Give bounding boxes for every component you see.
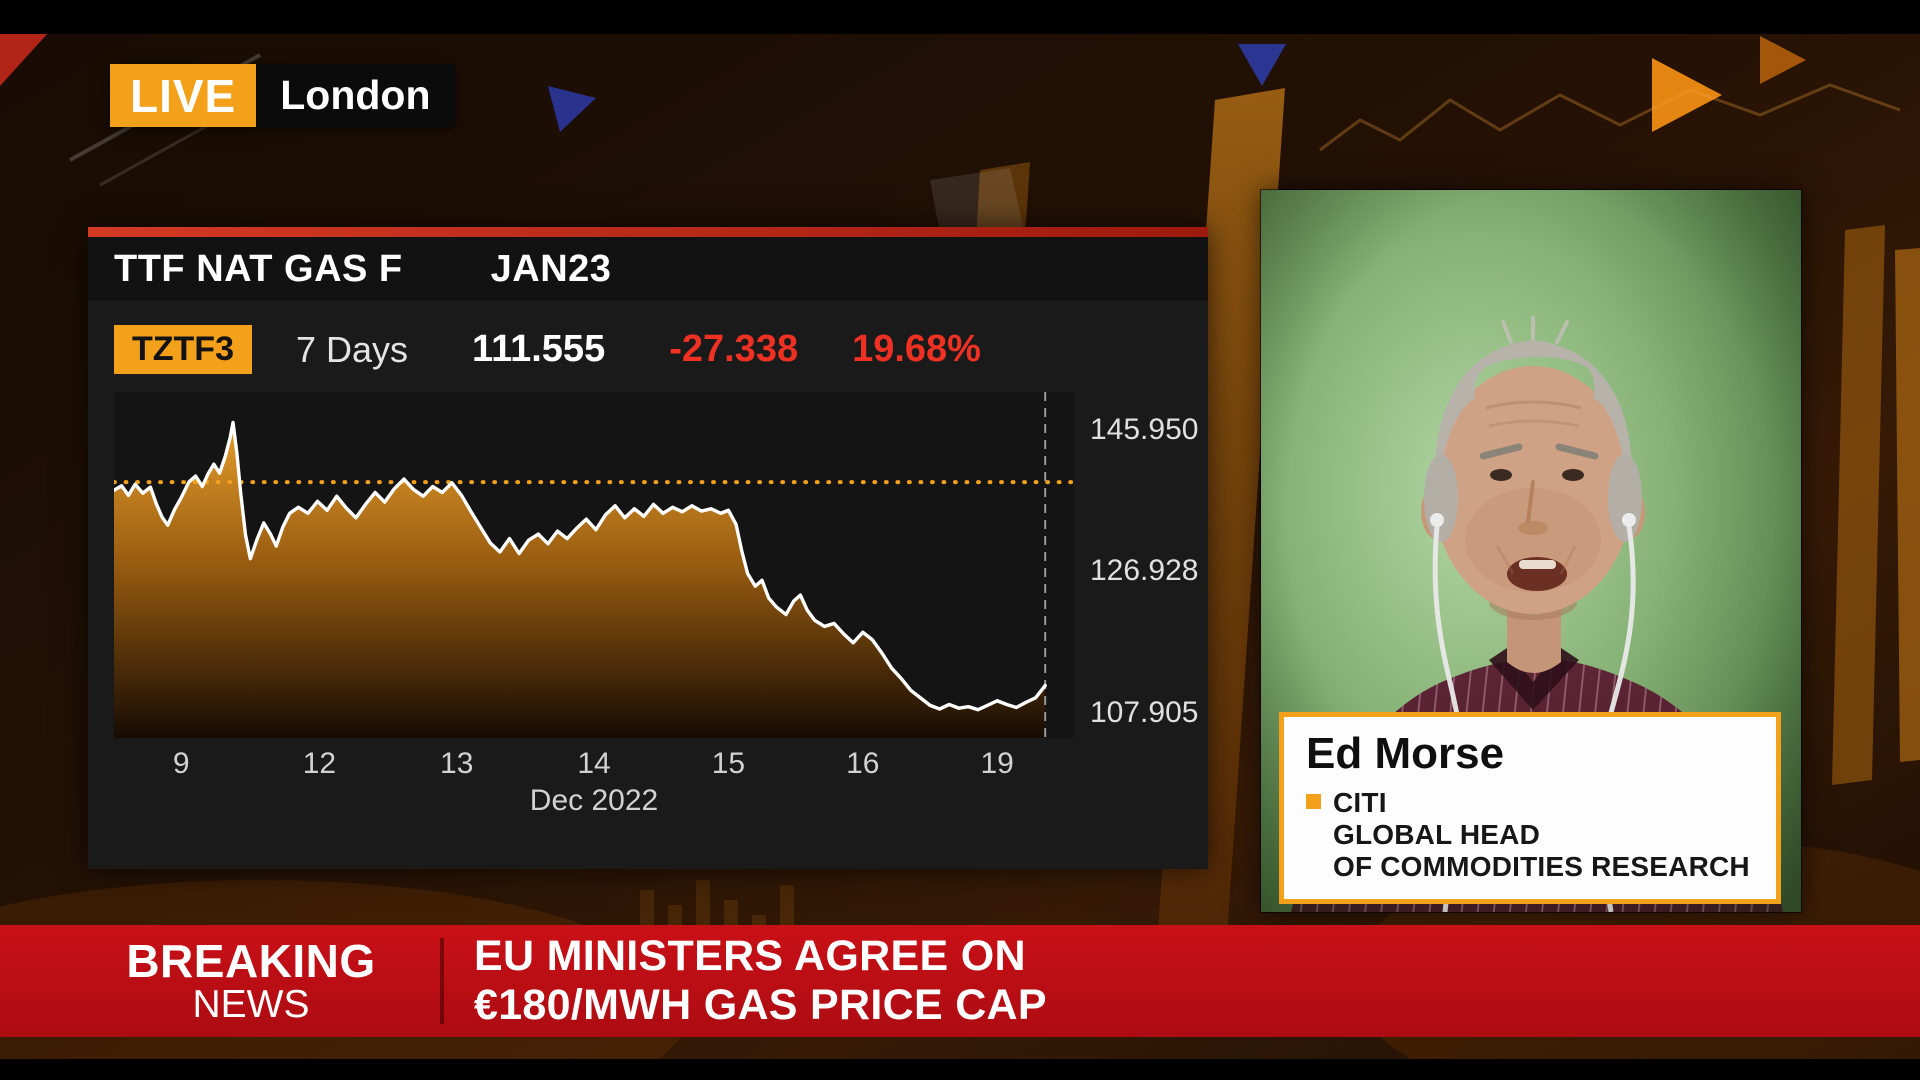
x-axis-labels: 9 12 13 14 15 16 19 [114, 738, 1074, 784]
price-chart-svg [114, 392, 1074, 738]
headline-line-2: €180/MWH GAS PRICE CAP [474, 981, 1047, 1029]
x-tick-label: 14 [577, 747, 611, 780]
speaker-role-2: OF COMMODITIES RESEARCH [1333, 851, 1750, 882]
letterbox-top [0, 0, 1920, 34]
x-axis-caption: Dec 2022 [529, 784, 659, 817]
chart-panel: TTF NAT GAS F JAN23 TZTF3 7 Days 111.555… [88, 227, 1208, 869]
breaking-label: BREAKING [126, 934, 376, 987]
live-badge: LIVE London [110, 64, 455, 127]
chart-quote-row: TZTF3 7 Days 111.555 -27.338 19.68% [88, 301, 1208, 374]
panel-accent-strip [88, 227, 1208, 237]
x-tick-label: 13 [440, 747, 474, 780]
bullet-icon [1306, 794, 1321, 810]
breaking-news-banner: BREAKING NEWS EU MINISTERS AGREE ON €180… [0, 925, 1920, 1037]
price-change: -27.338 [669, 328, 799, 370]
price-change-pct: 19.68% [852, 328, 981, 370]
live-label: LIVE [110, 64, 257, 127]
ticker-badge: TZTF3 [114, 325, 252, 374]
x-tick-label: 15 [711, 747, 746, 780]
x-tick-label: 19 [980, 747, 1014, 780]
y-axis-labels: 145.950 126.928 107.905 [1074, 392, 1208, 738]
x-tick-label: 16 [846, 747, 880, 780]
chart-header: TTF NAT GAS F JAN23 [88, 237, 1208, 301]
x-tick-label: 12 [302, 747, 337, 780]
y-tick-label: 107.905 [1090, 695, 1199, 729]
price-line [114, 420, 1047, 712]
range-label: 7 Days [295, 328, 409, 370]
speaker-role-1: GLOBAL HEAD [1333, 819, 1541, 851]
last-price: 111.555 [472, 328, 606, 370]
y-tick-label: 145.950 [1090, 412, 1199, 446]
headline-line-1: EU MINISTERS AGREE ON [474, 932, 1026, 981]
chart-contract: JAN23 [490, 247, 612, 290]
speaker-affiliation: CITI [1333, 787, 1387, 819]
letterbox-bottom [0, 1059, 1920, 1080]
banner-divider [440, 938, 444, 1024]
news-label: NEWS [192, 982, 310, 1026]
x-tick-label: 9 [172, 747, 190, 780]
speaker-card: Ed Morse CITI GLOBAL HEAD OF COMMODITIES… [1279, 712, 1781, 904]
price-area-fill [114, 422, 1046, 738]
chart-title: TTF NAT GAS F [114, 247, 403, 290]
speaker-name: Ed Morse [1306, 729, 1505, 778]
y-tick-label: 126.928 [1090, 554, 1199, 588]
live-location: London [256, 64, 455, 127]
speaker-details: CITI GLOBAL HEAD OF COMMODITIES RESEARCH [1306, 787, 1754, 883]
price-chart [114, 392, 1074, 738]
breaking-news-tag: BREAKING NEWS [92, 934, 410, 1026]
chart-plot-area: 145.950 126.928 107.905 [88, 392, 1208, 738]
headline: EU MINISTERS AGREE ON €180/MWH GAS PRICE… [474, 932, 1047, 1029]
